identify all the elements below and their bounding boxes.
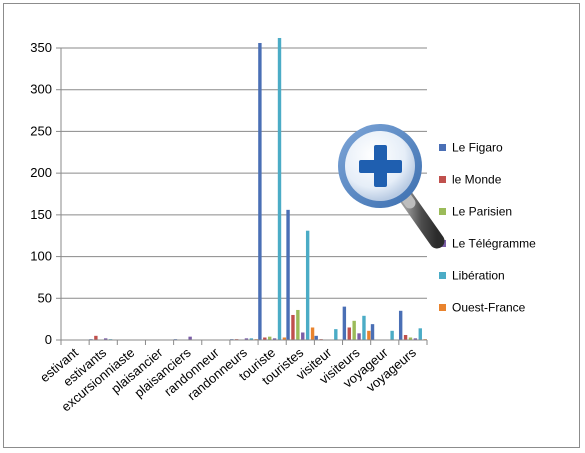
zoom-in-magnifier-icon[interactable] xyxy=(334,119,449,254)
bar xyxy=(408,337,413,340)
legend-label: Le Télégramme xyxy=(452,237,536,251)
legend-label: Le Parisien xyxy=(452,205,512,219)
chart-frame: 0 50 100 150 200 250 300 350 estivant estivants ex… xyxy=(3,3,580,448)
bar xyxy=(403,334,408,340)
y-tick-label: 350 xyxy=(30,40,52,55)
bar-chart: 050100150200250300350estivantestivantsex… xyxy=(30,37,536,414)
legend-swatch xyxy=(439,272,446,279)
bar xyxy=(347,327,351,340)
bar xyxy=(188,336,192,340)
bar xyxy=(390,330,394,340)
bar xyxy=(413,338,418,340)
y-tick-label: 300 xyxy=(30,82,52,97)
bar xyxy=(277,37,282,340)
bar xyxy=(398,310,403,340)
bars xyxy=(89,37,427,340)
bar xyxy=(103,338,108,340)
bar xyxy=(352,320,356,340)
gridlines xyxy=(61,47,427,299)
y-tick-label: 250 xyxy=(30,123,52,138)
bar xyxy=(334,329,338,340)
bar xyxy=(249,338,254,340)
y-tick-label: 200 xyxy=(30,165,52,180)
bar xyxy=(94,335,98,340)
legend-swatch xyxy=(439,144,446,151)
y-tick-label: 50 xyxy=(38,290,52,305)
bar xyxy=(258,42,262,340)
legend-label: Le Figaro xyxy=(452,141,503,155)
bar xyxy=(314,335,318,340)
legend-label: Libération xyxy=(452,269,505,283)
bar xyxy=(370,324,375,340)
bar xyxy=(342,306,347,340)
y-tick-label: 150 xyxy=(30,207,52,222)
bar xyxy=(244,338,249,340)
bar xyxy=(282,337,287,340)
bar xyxy=(263,337,267,340)
y-tick-label: 100 xyxy=(30,249,52,264)
bar xyxy=(418,328,422,340)
bar xyxy=(301,332,305,340)
legend-label: le Monde xyxy=(452,173,502,187)
legend-swatch xyxy=(439,176,446,183)
bar xyxy=(296,309,300,340)
plus-icon xyxy=(359,145,402,187)
legend-label: Ouest-France xyxy=(452,301,526,315)
y-tick-label: 0 xyxy=(45,332,52,347)
bar xyxy=(362,315,366,340)
bar xyxy=(357,333,361,340)
legend: Le Figaro le Monde Le Parisien Le Télégramm… xyxy=(439,141,536,315)
bar xyxy=(286,209,290,340)
bar xyxy=(310,327,315,340)
legend-swatch xyxy=(439,208,446,215)
bar xyxy=(305,230,310,340)
bar xyxy=(268,336,272,340)
bar xyxy=(272,338,277,340)
bar xyxy=(367,330,371,340)
bar xyxy=(291,314,295,340)
legend-swatch xyxy=(439,304,446,311)
